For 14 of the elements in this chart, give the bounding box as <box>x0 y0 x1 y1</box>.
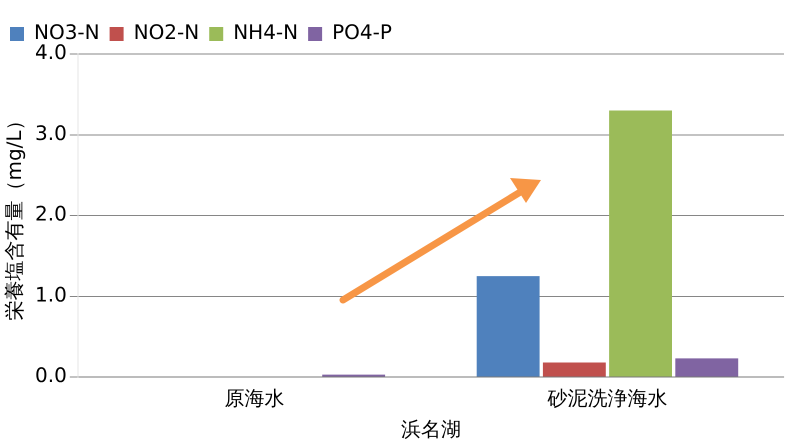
x-tick-label: 砂泥洗浄海水 <box>546 386 668 410</box>
y-axis-title: 栄養塩含有量（mg/L） <box>2 110 26 321</box>
y-tick-label: 1.0 <box>34 282 67 306</box>
x-tick-label: 原海水 <box>224 386 284 410</box>
bar <box>675 358 738 376</box>
legend-label: PO4-P <box>332 20 392 44</box>
legend-label: NO2-N <box>134 20 200 44</box>
bar <box>542 362 606 376</box>
y-tick-label: 0.0 <box>34 363 67 388</box>
y-tick-label: 2.0 <box>34 202 67 226</box>
y-tick-label: 3.0 <box>34 120 67 145</box>
x-axis-title: 浜名湖 <box>400 417 461 442</box>
legend-label: NH4-N <box>233 20 298 44</box>
bar <box>609 110 672 376</box>
